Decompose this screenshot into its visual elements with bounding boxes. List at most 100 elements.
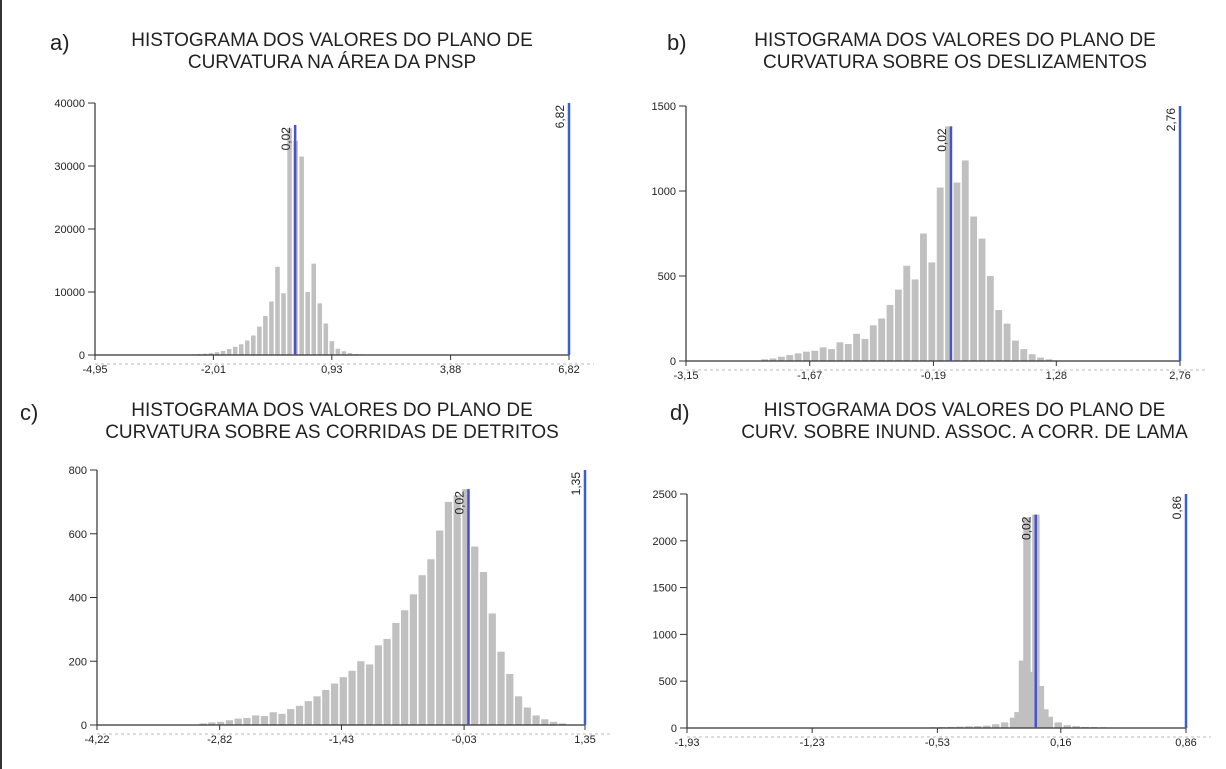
histogram-bar (549, 721, 558, 725)
x-tick-label: 3,88 (440, 364, 461, 376)
y-tick-label: 1000 (653, 629, 677, 641)
marker-label: 1,35 (569, 472, 583, 496)
histogram-bar (295, 705, 304, 725)
histogram-bar (269, 301, 274, 355)
panel-letter: c) (20, 400, 39, 425)
histogram-bar (978, 238, 986, 361)
histogram-bar (409, 594, 418, 725)
histogram-bar (202, 353, 208, 355)
histogram-bar (1072, 726, 1080, 728)
histogram-bar (936, 187, 944, 361)
histogram-bar (278, 713, 286, 725)
histogram-bar (861, 338, 869, 361)
histogram-bar (304, 701, 312, 725)
histogram-bar (903, 265, 911, 361)
marker-label: 0,02 (279, 127, 293, 151)
histogram-bar (348, 670, 356, 725)
y-tick-label: 1500 (652, 101, 676, 113)
histogram-plot-d: 0 500 1000 1500 2000 2500 -1,93 -1,23 -0,53 0,16 0… (653, 489, 1211, 749)
histogram-bar (392, 623, 400, 725)
y-tick-label: 10000 (54, 287, 85, 299)
histogram-bar (1054, 722, 1062, 728)
histogram-bar (532, 715, 540, 725)
histogram-bar (928, 262, 936, 361)
histogram-bar (1045, 359, 1053, 361)
histogram-bar (436, 530, 444, 725)
histogram-bar (1045, 716, 1054, 728)
y-tick-label: 400 (69, 593, 87, 605)
histogram-bar (1009, 717, 1018, 728)
histogram-bar (945, 126, 952, 362)
histogram-bar (506, 674, 514, 725)
histogram-bar (828, 349, 835, 361)
histogram-bar (794, 353, 802, 361)
y-tick-label: 2000 (653, 536, 677, 548)
histogram-bar (263, 315, 268, 355)
chart-title-line-1: HISTOGRAMA DOS VALORES DO PLANO DE (131, 400, 533, 421)
histogram-bar (1003, 323, 1011, 361)
histogram-bar (208, 353, 214, 355)
histogram-bar (444, 501, 453, 725)
histogram-bar (991, 724, 1000, 728)
histogram-bar (225, 720, 234, 725)
histogram-bar (257, 326, 262, 355)
chart-title-line-2: CURVATURA NA ÁREA DA PNSP (187, 52, 477, 73)
panel-letter: b) (667, 30, 687, 55)
histogram-panel-a: 0 10000 20000 30000 40000 -4,95 -2,01 0,93 3,88 6… (2, 0, 615, 384)
histogram-bar (252, 715, 260, 725)
x-tick-label: 1,28 (1046, 370, 1067, 382)
x-tick-label: 0,86 (1175, 737, 1196, 749)
histogram-bar (1037, 357, 1044, 361)
histogram-bar (322, 689, 330, 725)
histogram-bar (1063, 725, 1071, 728)
x-tick-label: 1,35 (574, 734, 595, 746)
y-tick-label: 600 (69, 529, 87, 541)
chart-title-line-1: HISTOGRAMA DOS VALORES DO PLANO DE (131, 30, 533, 51)
x-tick-label: -2,82 (207, 734, 232, 746)
histogram-bar (299, 156, 304, 355)
x-tick-label: 0,93 (321, 364, 342, 376)
y-tick-label: 0 (79, 350, 85, 362)
x-tick-label: -1,67 (797, 370, 822, 382)
histogram-bar (953, 182, 961, 361)
y-tick-label: 500 (659, 676, 677, 688)
histogram-bar (427, 559, 435, 725)
histogram-bar (970, 216, 978, 361)
chart-title: HISTOGRAMA DOS VALORES DO PLANO DE CURVA… (705, 30, 1205, 74)
x-tick-label: -1,23 (800, 737, 825, 749)
histogram-panel-b: 0 500 1000 1500 -3,15 -1,67 -0,19 1,28 2,76 0,02 2… (615, 0, 1226, 384)
histogram-bar (886, 304, 894, 361)
y-tick-label: 0 (670, 356, 676, 368)
histogram-bar (986, 276, 994, 361)
histogram-bar (769, 358, 777, 361)
histogram-bar (1036, 685, 1045, 728)
histogram-bar (1000, 722, 1009, 728)
histogram-bar (1028, 354, 1036, 361)
histogram-bar (330, 683, 339, 725)
x-tick-label: -0,19 (921, 370, 946, 382)
histogram-bar (347, 353, 353, 355)
y-tick-label: 500 (658, 271, 676, 283)
histogram-plot-c: 0 200 400 600 800 -4,22 -2,82 -1,43 -0,03 1,35 0,0… (69, 465, 610, 746)
histogram-bar (869, 325, 877, 361)
histogram-plot-b: 0 500 1000 1500 -3,15 -1,67 -0,19 1,28 2,76 0,02 2… (652, 101, 1205, 382)
histogram-panel-d: 0 500 1000 1500 2000 2500 -1,93 -1,23 -0,53 0,16 0… (615, 384, 1226, 768)
y-tick-label: 2500 (653, 489, 677, 501)
histogram-bar (558, 723, 566, 725)
histogram-bar (786, 355, 794, 361)
chart-title-line-2: CURVATURA SOBRE OS DESLIZAMENTOS (763, 52, 1147, 73)
histogram-bar (479, 572, 488, 725)
histogram-bar (488, 613, 496, 725)
histogram-bar (287, 128, 292, 355)
histogram-bar (329, 341, 335, 355)
x-tick-label: -4,22 (84, 734, 109, 746)
histogram-bar (281, 293, 286, 355)
histogram-bar (214, 352, 220, 355)
histogram-bar (995, 310, 1003, 361)
histogram-bar (260, 716, 269, 725)
histogram-bar (323, 323, 329, 355)
x-tick-label: -2,01 (201, 364, 226, 376)
chart-title-line-1: HISTOGRAMA DOS VALORES DO PLANO DE (754, 30, 1156, 51)
histogram-bar (275, 266, 280, 355)
x-tick-label: 6,82 (558, 364, 579, 376)
